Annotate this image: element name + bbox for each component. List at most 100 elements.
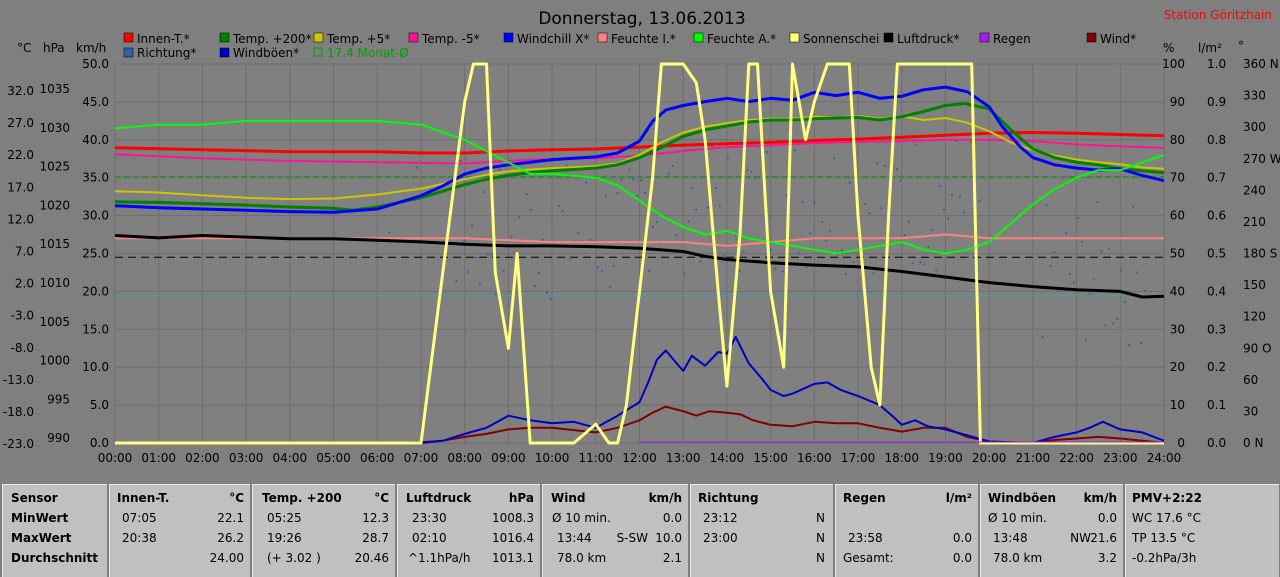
x-tick-label: 10:00	[535, 451, 570, 465]
direction-dot	[565, 164, 568, 167]
humidity-tick-label: 40	[1170, 284, 1185, 298]
legend-label: Windchill X*	[517, 32, 589, 46]
direction-dot	[832, 156, 836, 160]
stats-min-value: 22.1	[217, 511, 244, 525]
series-luftdruck	[114, 234, 1165, 299]
stats-avg-extra: 78.0 km	[557, 551, 607, 565]
direction-dot	[502, 269, 505, 273]
direction-dot	[687, 220, 690, 223]
direction-dot	[813, 201, 816, 204]
rain-tick-label: 0.2	[1207, 360, 1226, 374]
direction-dot	[1143, 289, 1146, 293]
direction-dot	[463, 239, 466, 242]
x-tick-label: 24:00	[1147, 451, 1182, 465]
rain-unit-label: l/m²	[1198, 41, 1222, 55]
stats-unit: °C	[229, 491, 244, 505]
direction-dot	[667, 172, 670, 175]
direction-dot	[880, 206, 883, 210]
direction-dot	[655, 220, 659, 223]
humidity-tick-label: 90	[1170, 95, 1185, 109]
direction-dot	[746, 169, 749, 172]
direction-dot	[388, 231, 391, 234]
direction-dot	[742, 250, 745, 253]
legend-label: Sonnenschei	[803, 32, 879, 46]
direction-dot	[675, 234, 678, 237]
axis-labels: 00:00 01:00 02:00 03:00 04:00 05:00 06:00 07:00…	[3, 57, 1280, 465]
pmv-line-3: -0.2hPa/3h	[1132, 551, 1197, 565]
x-tick-label: 11:00	[578, 451, 613, 465]
stats-avg-extra: 78.0 km	[993, 551, 1043, 565]
x-tick-label: 07:00	[404, 451, 439, 465]
x-tick-label: 12:00	[622, 451, 657, 465]
legend-label: Richtung*	[137, 46, 196, 60]
direction-dot	[648, 269, 651, 273]
wind-tick-label: 50.0	[82, 57, 109, 71]
x-tick-label: 19:00	[928, 451, 963, 465]
direction-dot	[1096, 201, 1099, 204]
legend-swatch	[123, 47, 134, 58]
direction-dot	[640, 179, 643, 182]
direction-dot	[691, 187, 694, 190]
stats-unit: l/m²	[945, 491, 972, 505]
direction-dot	[766, 151, 769, 154]
direction-dot	[876, 161, 879, 165]
x-tick-label: 02:00	[185, 451, 220, 465]
stats-max-time: 20:38	[122, 531, 157, 545]
direction-tick-label: 0 N	[1243, 436, 1263, 450]
rain-tick-label: 1.0	[1207, 57, 1226, 71]
humidity-tick-label: 20	[1170, 360, 1185, 374]
direction-dot	[533, 284, 537, 288]
stats-luftdruck: Luftdruck hPa 23:30 1008.3 02:10 1016.4 ^1.…	[397, 484, 540, 577]
direction-dot	[821, 221, 824, 224]
direction-dot	[651, 225, 655, 228]
legend-swatch	[313, 32, 324, 43]
direction-dot	[852, 260, 855, 263]
legend-swatch	[408, 32, 419, 43]
humidity-tick-label: 50	[1170, 247, 1185, 261]
direction-tick-label: 120	[1243, 310, 1266, 324]
direction-dot	[608, 285, 611, 288]
rain-tick-label: 0.7	[1207, 171, 1226, 185]
direction-dot	[604, 195, 607, 198]
x-tick-label: 18:00	[884, 451, 919, 465]
direction-dot	[1123, 300, 1127, 303]
direction-dot	[935, 269, 938, 272]
legend-swatch	[693, 32, 704, 43]
pressure-tick-label: 1015	[39, 237, 70, 251]
stats-max-time: 02:10	[412, 531, 447, 545]
x-tick-label: 01:00	[141, 451, 176, 465]
series-temp-200	[114, 102, 1165, 212]
legend-label: Luftdruck*	[897, 32, 960, 46]
wind-unit-label: km/h	[76, 41, 106, 55]
x-tick-label: 23:00	[1103, 451, 1138, 465]
x-tick-label: 15:00	[753, 451, 788, 465]
stats-max-time: 13:48	[993, 531, 1028, 545]
stats-max-time: 13:44	[557, 531, 592, 545]
pressure-tick-label: 1010	[39, 276, 70, 290]
stats-min-value: 0.0	[1097, 511, 1117, 525]
temp-tick-label: -13.0	[3, 373, 34, 387]
direction-dot	[596, 266, 600, 269]
wind-tick-label: 40.0	[82, 133, 109, 147]
legend-swatch	[123, 32, 134, 43]
direction-dot	[530, 208, 533, 212]
direction-dot	[1135, 271, 1139, 274]
stats-max-value: 10.0	[655, 531, 682, 545]
direction-dot	[805, 265, 808, 268]
stats-max-value: 26.2	[217, 531, 244, 545]
station-name: Station Göritzhain	[1164, 8, 1272, 22]
stats-max-time: 19:26	[267, 531, 302, 545]
direction-dot	[943, 208, 946, 211]
direction-tick-label: 330	[1243, 89, 1266, 103]
series-lines	[114, 62, 1165, 445]
temp-tick-label: -23.0	[3, 437, 34, 451]
direction-dot	[1045, 203, 1048, 206]
x-tick-label: 04:00	[273, 451, 308, 465]
direction-dot	[683, 272, 686, 275]
x-tick-label: 08:00	[447, 451, 482, 465]
direction-dot	[927, 245, 930, 249]
direction-dot	[868, 212, 871, 215]
legend-label: Temp. +200*	[232, 32, 312, 46]
direction-unit-label: °	[1238, 39, 1244, 53]
stats-avg-value: 1013.1	[492, 551, 534, 565]
